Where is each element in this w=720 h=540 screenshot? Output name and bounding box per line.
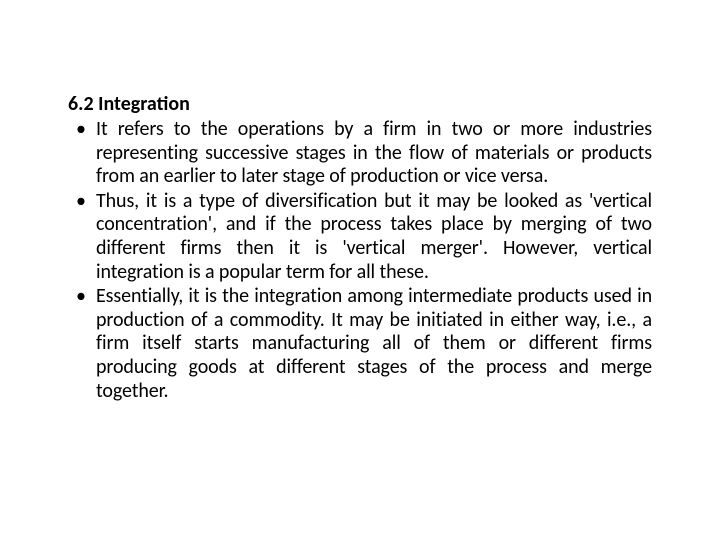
- section-heading: 6.2 Integration: [68, 92, 652, 116]
- list-item: Thus, it is a type of diversification bu…: [68, 190, 652, 284]
- bullet-list: It refers to the operations by a firm in…: [68, 118, 652, 403]
- list-item: Essentially, it is the integration among…: [68, 285, 652, 403]
- list-item: It refers to the operations by a firm in…: [68, 118, 652, 189]
